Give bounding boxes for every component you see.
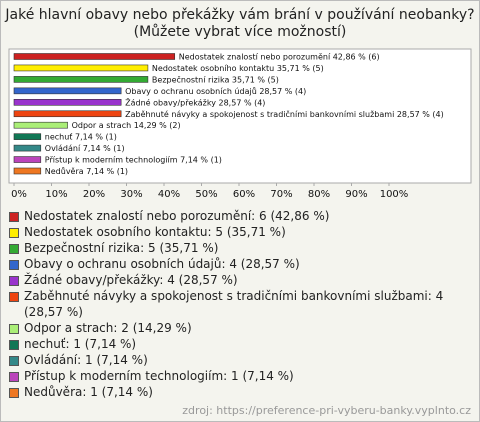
legend-label: Přístup k moderním technologiím: 1 (7,14… [24,369,294,383]
category-label: Obavy o ochranu osobních údajů [125,85,257,95]
legend-label: Nedůvěra: 1 (7,14 %) [24,385,153,399]
source: zdroj: https://preference-pri-vyberu-ban… [182,404,471,417]
legend-label: Nedostatek osobního kontaktu: 5 (35,71 %… [24,225,286,239]
x-tick-label: 50% [195,189,217,200]
category-label: Žádné obavy/překážky [125,96,216,107]
x-tick-label: 20% [83,189,105,200]
value-label: 7,14 % (1) [180,155,222,164]
x-tick-label: 0% [11,189,27,200]
legend-swatch [9,260,19,270]
bar-label: Přístup k moderním technologiím 7,14 % (… [45,155,222,164]
x-tick-label: 70% [270,189,292,200]
value-label: 35,71 % (5) [277,63,324,72]
legend-label: nechuť: 1 (7,14 %) [24,337,137,351]
legend-item: Nedostatek znalostí nebo porozumění: 6 (… [9,208,469,224]
value-label: 14,29 % (2) [134,121,181,130]
x-tick-label: 100% [380,189,409,200]
bar [13,64,149,72]
legend-item: Nedůvěra: 1 (7,14 %) [9,384,469,400]
chart: 0% 10% 20% 30% 40% 50% 60% 70% 80% 90% 100% Nedosta… [8,48,472,200]
bar [13,121,68,129]
category-label: Nedostatek osobního kontaktu [152,63,274,72]
category-label: Nedostatek znalostí nebo porozumění [179,52,331,61]
legend-swatch [9,228,19,238]
legend-item: Odpor a strach: 2 (14,29 %) [9,320,469,336]
x-tick-label: 30% [120,189,142,200]
value-label: 28,57 % (4) [259,86,306,95]
legend-label: Zaběhnuté návyky a spokojenost s tradičn… [24,289,444,319]
value-label: 7,14 % (1) [83,144,125,153]
value-label: 42,86 % (6) [333,52,380,61]
legend-item: Zaběhnuté návyky a spokojenost s tradičn… [9,288,469,320]
legend-swatch [9,276,19,286]
legend-swatch [9,388,19,398]
legend-swatch [9,340,19,350]
value-label: 7,14 % (1) [86,167,128,176]
bar-label: Nedostatek znalostí nebo porozumění 42,8… [179,52,380,61]
legend-label: Bezpečnostní rizika: 5 (35,71 %) [24,241,219,255]
legend-swatch [9,244,19,254]
legend-label: Odpor a strach: 2 (14,29 %) [24,321,192,335]
legend-label: Ovládání: 1 (7,14 %) [24,353,148,367]
x-tick-label: 60% [233,189,255,200]
bar [13,133,42,140]
category-label: Ovládání [45,144,81,153]
bar [13,99,122,106]
legend-item: Obavy o ochranu osobních údajů: 4 (28,57… [9,256,469,272]
legend-item: Žádné obavy/překážky: 4 (28,57 %) [9,272,469,288]
bar-label: Zaběhnuté návyky a spokojenost s tradičn… [125,108,444,118]
bar-label: Ovládání 7,14 % (1) [45,144,125,153]
legend-swatch [9,212,19,222]
bar [13,87,122,95]
x-tick-label: 40% [158,189,180,200]
legend-swatch [9,356,19,366]
bar-label: nechuť 7,14 % (1) [45,132,117,141]
bar [13,167,42,175]
category-label: Nedůvěra [45,166,84,176]
legend-label: Žádné obavy/překážky: 4 (28,57 %) [24,273,238,287]
bar-label: Obavy o ochranu osobních údajů 28,57 % (… [125,85,306,95]
bar-label: Odpor a strach 14,29 % (2) [72,121,181,130]
bar-label: Nedostatek osobního kontaktu 35,71 % (5) [152,63,324,72]
bar-label: Nedůvěra 7,14 % (1) [45,166,128,176]
legend-label: Nedostatek znalostí nebo porozumění: 6 (… [24,209,330,223]
bar-label: Žádné obavy/překážky 28,57 % (4) [125,96,265,107]
legend-item: Nedostatek osobního kontaktu: 5 (35,71 %… [9,224,469,240]
x-tick-label: 10% [45,189,67,200]
category-label: nechuť [45,132,73,141]
legend-swatch [9,324,19,334]
bar [13,76,149,83]
legend: Nedostatek znalostí nebo porozumění: 6 (… [9,208,469,400]
legend-item: Bezpečnostní rizika: 5 (35,71 %) [9,240,469,256]
value-label: 28,57 % (4) [219,98,266,107]
bar [13,110,122,118]
value-label: 7,14 % (1) [75,132,117,141]
legend-swatch [9,372,19,382]
bar-label: Bezpečnostní rizika 35,71 % (5) [152,74,279,84]
category-label: Bezpečnostní rizika [152,74,230,84]
legend-item: Ovládání: 1 (7,14 %) [9,352,469,368]
legend-swatch [9,292,19,302]
bar [13,156,42,163]
category-label: Přístup k moderním technologiím [45,155,178,164]
x-tick-label: 90% [345,189,367,200]
legend-label: Obavy o ochranu osobních údajů: 4 (28,57… [24,257,300,271]
bar [13,53,176,60]
category-label: Zaběhnuté návyky a spokojenost s tradičn… [125,108,394,118]
value-label: 28,57 % (4) [397,109,444,118]
chart-title: Jaké hlavní obavy nebo překážky vám brán… [5,7,475,40]
legend-item: nechuť: 1 (7,14 %) [9,336,469,352]
x-tick-label: 80% [308,189,330,200]
category-label: Odpor a strach [72,121,132,130]
bar [13,144,42,152]
value-label: 35,71 % (5) [232,75,279,84]
legend-item: Přístup k moderním technologiím: 1 (7,14… [9,368,469,384]
